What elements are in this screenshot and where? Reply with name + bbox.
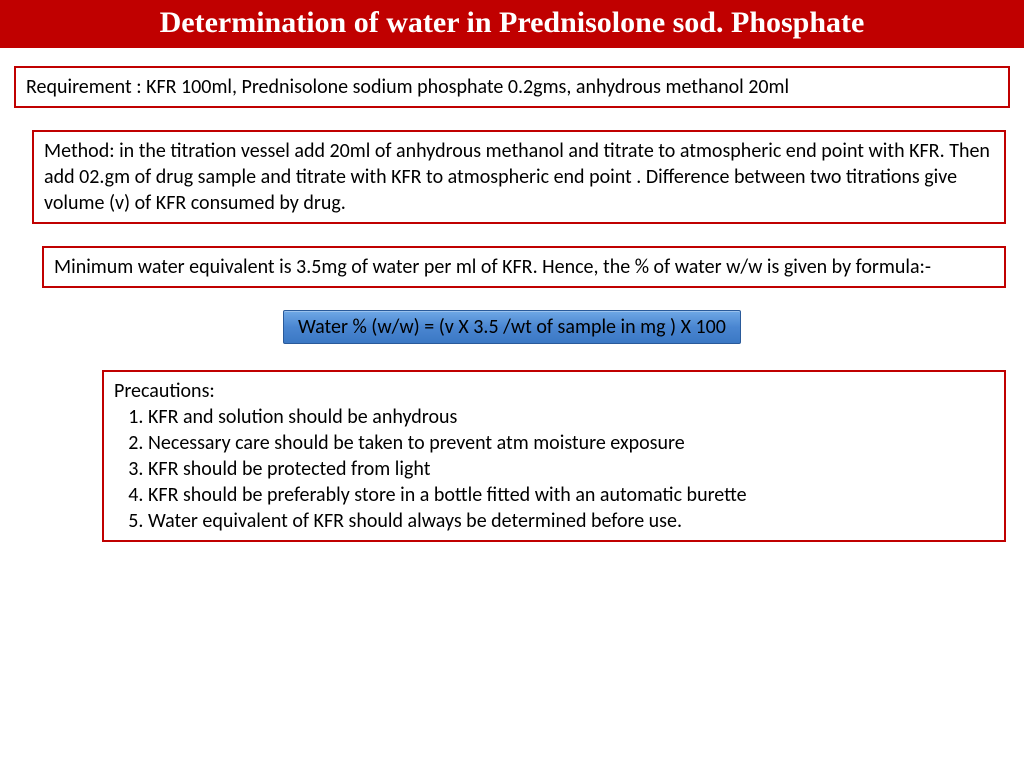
precaution-item: KFR and solution should be anhydrous <box>148 404 994 430</box>
precautions-box: Precautions: KFR and solution should be … <box>102 370 1006 542</box>
precaution-item: Water equivalent of KFR should always be… <box>148 508 994 534</box>
slide-title: Determination of water in Prednisolone s… <box>0 0 1024 48</box>
formula-box: Water % (w/w) = (v X 3.5 /wt of sample i… <box>283 310 741 344</box>
requirement-box: Requirement : KFR 100ml, Prednisolone so… <box>14 66 1010 108</box>
precaution-item: KFR should be protected from light <box>148 456 994 482</box>
precautions-list: KFR and solution should be anhydrous Nec… <box>114 404 994 534</box>
formula-row: Water % (w/w) = (v X 3.5 /wt of sample i… <box>14 310 1010 344</box>
precautions-heading: Precautions: <box>114 378 994 404</box>
min-water-box: Minimum water equivalent is 3.5mg of wat… <box>42 246 1006 288</box>
slide-body: Requirement : KFR 100ml, Prednisolone so… <box>0 48 1024 542</box>
method-box: Method: in the titration vessel add 20ml… <box>32 130 1006 224</box>
precaution-item: Necessary care should be taken to preven… <box>148 430 994 456</box>
precaution-item: KFR should be preferably store in a bott… <box>148 482 994 508</box>
